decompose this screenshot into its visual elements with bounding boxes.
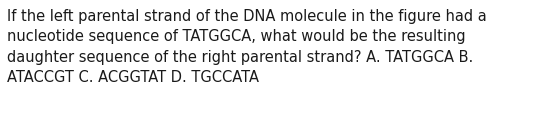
Text: If the left parental strand of the DNA molecule in the figure had a
nucleotide s: If the left parental strand of the DNA m… <box>7 9 487 85</box>
